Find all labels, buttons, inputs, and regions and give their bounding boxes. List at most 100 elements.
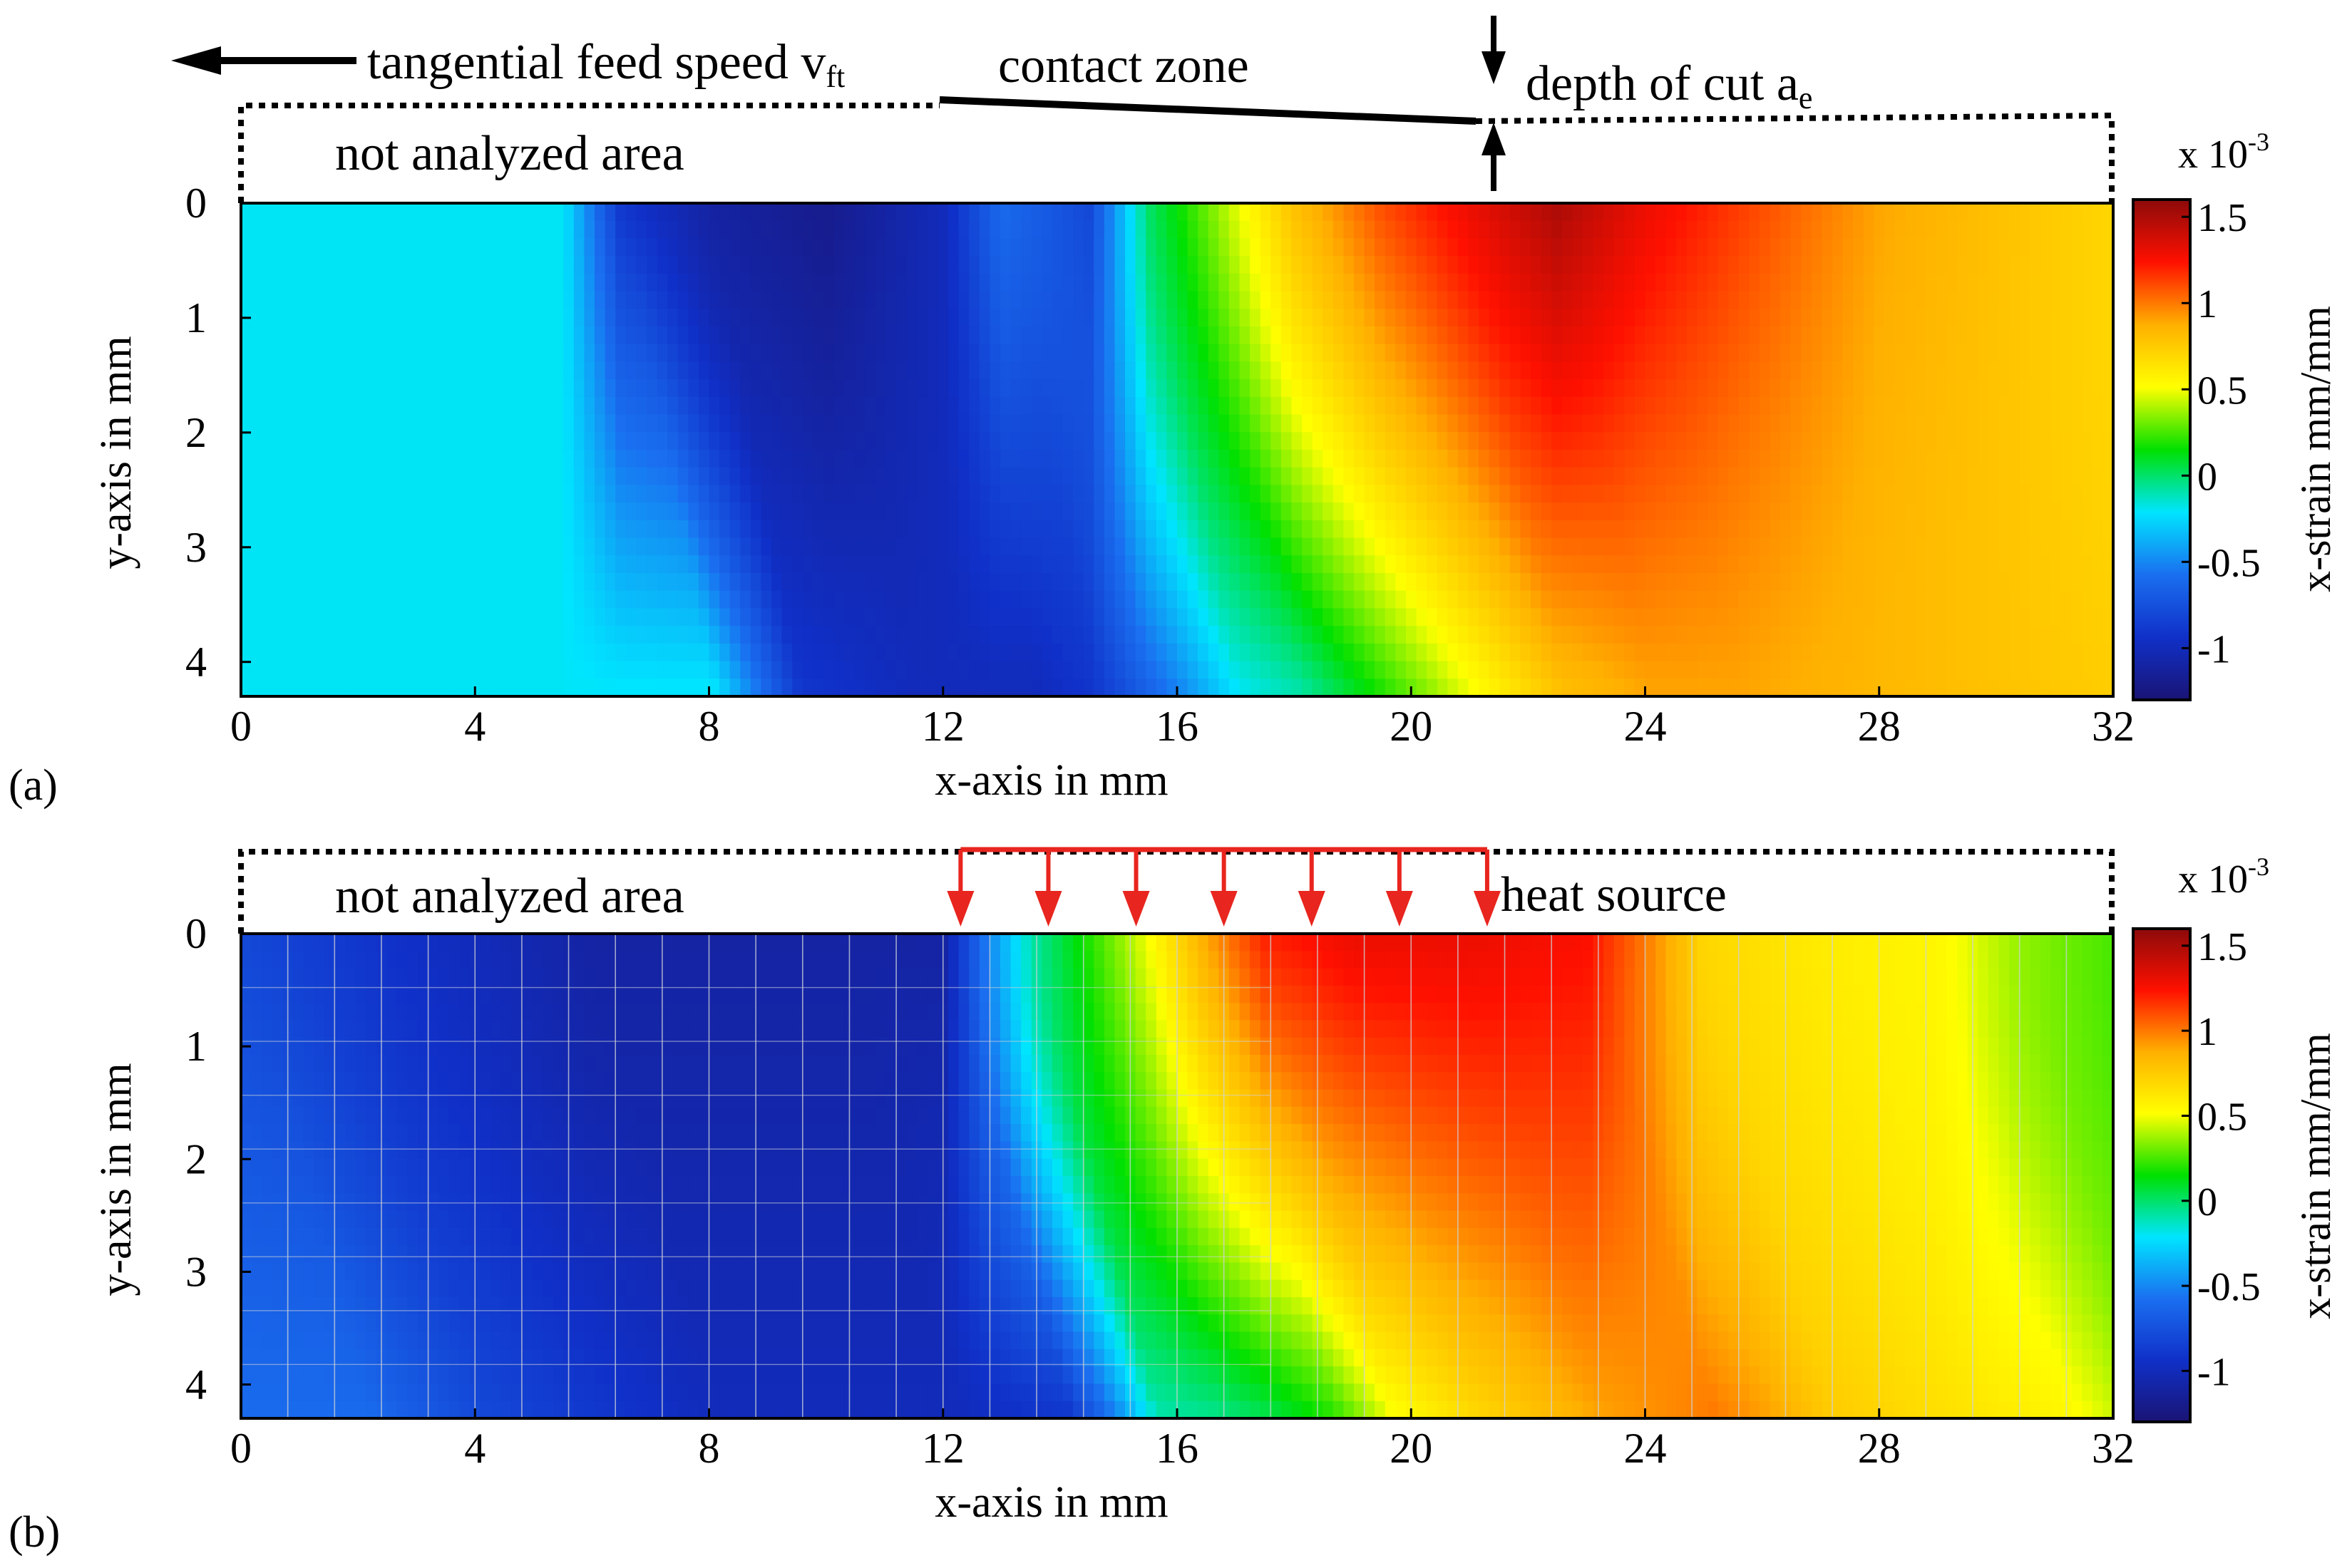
heatmap-cell — [1302, 291, 1313, 310]
heatmap-cell — [282, 432, 294, 450]
heatmap-cell — [553, 555, 565, 574]
heatmap-cell — [1884, 520, 1896, 539]
heatmap-cell — [262, 626, 273, 644]
heatmap-cell — [729, 361, 741, 380]
heatmap-cell — [781, 414, 794, 433]
heatmap-cell — [469, 309, 481, 327]
heatmap-cell — [1884, 256, 1896, 274]
heatmap-cell — [990, 590, 1001, 609]
heatmap-cell — [1354, 450, 1365, 468]
heatmap-cell — [1988, 485, 2000, 503]
heatmap-cell — [1967, 573, 1979, 592]
heatmap-cell — [1135, 238, 1147, 257]
heatmap-cell — [1270, 379, 1282, 398]
heatmap-cell — [1759, 590, 1771, 609]
heatmap-cell — [1582, 467, 1594, 486]
heatmap-cell — [1936, 608, 1948, 626]
heatmap-cell — [1427, 590, 1438, 609]
heatmap-cell — [1083, 590, 1095, 609]
heatmap-cell — [865, 273, 876, 292]
heatmap-cell — [844, 485, 856, 503]
heatmap-cell — [1437, 661, 1449, 680]
heatmap-cell — [885, 203, 897, 222]
heatmap-cell — [823, 309, 835, 327]
heatmap-cell — [969, 590, 980, 609]
heatmap-cell — [1114, 608, 1126, 626]
heatmap-cell — [282, 379, 294, 398]
heatmap-cell — [1135, 590, 1147, 609]
heatmap-cell — [563, 273, 575, 292]
heatmap-cell — [1010, 679, 1022, 696]
heatmap-cell — [1062, 379, 1074, 398]
heatmap-cell — [1728, 256, 1740, 274]
heatmap-cell — [543, 626, 554, 644]
heatmap-cell — [386, 485, 398, 503]
heatmap-cell — [407, 291, 418, 310]
heatmap-cell — [1853, 502, 1864, 521]
heatmap-cell — [366, 344, 377, 363]
heatmap-cell — [792, 485, 803, 503]
heatmap-cell — [1323, 520, 1334, 539]
heatmap-cell — [1759, 485, 1771, 503]
heatmap-cell — [2071, 309, 2083, 327]
heatmap-cell — [615, 555, 627, 574]
heatmap-cell — [2061, 661, 2073, 680]
heatmap-cell — [1728, 520, 1740, 539]
heatmap-cell — [1707, 626, 1719, 644]
heatmap-cell — [303, 361, 314, 380]
heatmap-cell — [376, 256, 388, 274]
heatmap-cell — [1561, 537, 1573, 557]
heatmap-cell — [1302, 608, 1313, 626]
heatmap-cell — [1457, 309, 1469, 327]
heatmap-cell — [2092, 344, 2104, 363]
heatmap-cell — [750, 555, 762, 574]
heatmap-cell — [1884, 432, 1896, 450]
heatmap-cell — [1457, 450, 1469, 468]
heatmap-cell — [948, 520, 960, 539]
heatmap-cell — [854, 520, 866, 539]
heatmap-cell — [1280, 309, 1293, 327]
heatmap-cell — [729, 520, 741, 539]
heatmap-cell — [324, 326, 336, 345]
heatmap-cell — [1156, 608, 1168, 626]
heatmap-cell — [1250, 344, 1261, 363]
heatmap-cell — [636, 238, 647, 257]
heatmap-cell — [719, 361, 731, 380]
heatmap-cell — [553, 608, 565, 626]
heatmap-cell — [1021, 220, 1032, 239]
heatmap-cell — [2030, 520, 2041, 539]
heatmap-cell — [688, 309, 699, 327]
heatmap-cell — [813, 661, 824, 680]
heatmap-cell — [344, 608, 356, 626]
heatmap-cell — [1863, 520, 1875, 539]
heatmap-cell — [1967, 203, 1979, 222]
heatmap-cell — [1479, 679, 1490, 696]
heatmap-cell — [1083, 291, 1095, 310]
heatmap-cell — [667, 432, 679, 450]
heatmap-cell — [1551, 396, 1563, 416]
feed-speed-label: tangential feed speed vft — [367, 35, 845, 94]
heatmap-cell — [2009, 537, 2020, 557]
heatmap-cell — [303, 537, 314, 557]
heatmap-cell — [1676, 361, 1688, 380]
heatmap-cell — [1842, 203, 1854, 222]
heatmap-cell — [875, 379, 887, 398]
heatmap-cell — [1364, 203, 1375, 222]
heatmap-cell — [1062, 414, 1074, 433]
heatmap-cell — [1853, 291, 1864, 310]
heatmap-cell — [1135, 661, 1147, 680]
heatmap-cell — [1603, 220, 1615, 239]
heatmap-cell — [418, 661, 429, 680]
heatmap-cell — [1395, 485, 1407, 503]
heatmap-cell — [1957, 291, 1968, 310]
heatmap-cell — [875, 414, 887, 433]
heatmap-cell — [2040, 573, 2052, 592]
heatmap-cell — [1062, 467, 1074, 486]
heatmap-cell — [1613, 450, 1626, 468]
heatmap-cell — [875, 309, 887, 327]
heatmap-cell — [1343, 414, 1355, 433]
heatmap-cell — [771, 203, 783, 222]
heatmap-cell — [781, 573, 794, 592]
heatmap-cell — [376, 520, 388, 539]
heatmap-cell — [1146, 679, 1157, 696]
